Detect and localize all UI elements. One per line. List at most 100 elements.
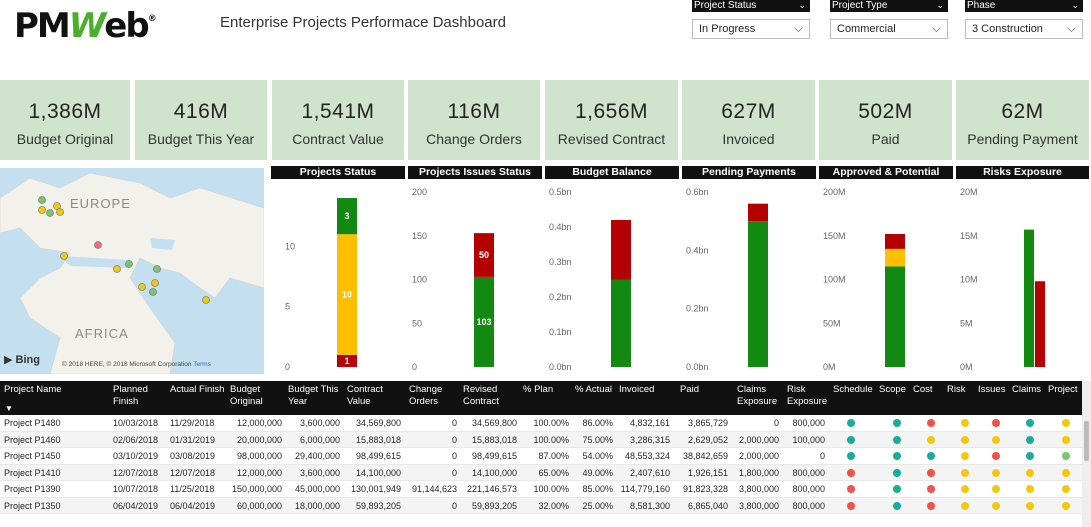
column-header[interactable]: Issues — [978, 384, 1006, 395]
map-marker[interactable] — [202, 296, 210, 304]
bar-segment[interactable] — [474, 233, 494, 277]
map-canvas[interactable]: EUROPE AFRICA — [0, 168, 264, 374]
chart-projects-status[interactable]: Projects Status 0 5 10 1 10 3 — [271, 166, 405, 374]
chart-plot[interactable]: 0 5 10 1 10 3 — [271, 179, 405, 374]
column-header[interactable]: Cost — [913, 384, 933, 395]
column-header[interactable]: Change Orders — [409, 384, 443, 407]
map-marker[interactable] — [53, 202, 61, 210]
kpi-card-budget-this-year[interactable]: 416M Budget This Year — [135, 80, 267, 160]
slicer-menu-icon[interactable]: ⌄ — [936, 0, 944, 10]
map-marker[interactable] — [38, 206, 46, 214]
chart-approved-potential[interactable]: Approved & Potential 0M 50M 100M 150M 200M — [819, 166, 953, 374]
project-type-dropdown[interactable]: Commercial ⌵ — [830, 19, 948, 39]
kpi-card-pending-payment[interactable]: 62M Pending Payment — [956, 80, 1089, 160]
column-header[interactable]: Actual Finish — [170, 384, 225, 395]
map-terms-link[interactable]: Terms — [193, 361, 211, 368]
column-header[interactable]: Scope — [879, 384, 906, 395]
chevron-down-icon[interactable]: ⌵ — [1066, 21, 1076, 35]
slicer-header: Project Status ⌄ — [692, 0, 810, 12]
project-status-dropdown[interactable]: In Progress ⌵ — [692, 19, 810, 39]
table-header: Project Name Planned Finish Actual Finish B… — [0, 381, 1082, 415]
bar-segment[interactable] — [337, 234, 357, 355]
phase-dropdown[interactable]: 3 Construction ⌵ — [965, 19, 1083, 39]
map-marker[interactable] — [149, 288, 157, 296]
column-header[interactable]: Project Name — [4, 384, 62, 395]
map-marker[interactable] — [56, 208, 64, 216]
chart-plot[interactable]: 0M 5M 10M 15M 20M — [956, 179, 1089, 374]
bar[interactable] — [1024, 229, 1034, 367]
bar-segment[interactable] — [611, 279, 631, 368]
sort-descending-icon[interactable]: ▼ — [5, 404, 13, 413]
column-header[interactable]: Budget Original — [230, 384, 263, 407]
bar-segment[interactable] — [611, 220, 631, 280]
table-row[interactable]: Project P1350 06/04/2019 06/04/2019 60,000,… — [0, 497, 1082, 514]
kpi-card-invoiced[interactable]: 627M Invoiced — [682, 80, 815, 160]
table-scrollbar[interactable] — [1082, 381, 1091, 527]
column-header[interactable]: Project — [1048, 384, 1078, 395]
slicer-menu-icon[interactable]: ⌄ — [1071, 0, 1079, 10]
kpi-card-paid[interactable]: 502M Paid — [819, 80, 952, 160]
map-marker[interactable] — [46, 209, 54, 217]
projects-table[interactable]: Project Name Planned Finish Actual Finish B… — [0, 381, 1082, 514]
bar[interactable] — [1035, 281, 1045, 367]
kpi-card-change-orders[interactable]: 116M Change Orders — [408, 80, 540, 160]
status-indicator-dot — [893, 485, 901, 493]
column-header[interactable]: Schedule — [833, 384, 873, 395]
slicer-project-type[interactable]: Project Type ⌄ Commercial ⌵ — [830, 0, 948, 39]
map-marker[interactable] — [38, 196, 46, 204]
column-header[interactable]: % Actual — [575, 384, 612, 395]
bar-segment[interactable] — [885, 234, 905, 249]
column-header[interactable]: Invoiced — [619, 384, 655, 395]
chart-budget-balance[interactable]: Budget Balance 0.0bn 0.1bn 0.2bn 0.3bn 0.4bn… — [545, 166, 679, 374]
kpi-card-budget-original[interactable]: 1,386M Budget Original — [0, 80, 130, 160]
bar-segment[interactable] — [337, 198, 357, 235]
column-header[interactable]: Budget This Year — [288, 384, 339, 407]
chart-plot[interactable]: 0 50 100 150 200 103 50 — [408, 179, 542, 374]
kpi-card-revised-contract[interactable]: 1,656M Revised Contract — [545, 80, 678, 160]
bar-segment[interactable] — [748, 221, 768, 367]
chart-plot[interactable]: 0M 50M 100M 150M 200M — [819, 179, 953, 374]
table-row[interactable]: Project P1480 10/03/2018 11/29/2018 12,000,… — [0, 415, 1082, 432]
column-header[interactable]: Claims — [1012, 384, 1042, 395]
bar-segment[interactable] — [474, 276, 494, 367]
table-row[interactable]: Project P1410 12/07/2018 12/07/2018 12,000,… — [0, 464, 1082, 481]
chevron-down-icon[interactable]: ⌵ — [931, 21, 941, 35]
bar-segment[interactable] — [885, 248, 905, 267]
column-header[interactable]: % Plan — [523, 384, 554, 395]
map-marker[interactable] — [113, 265, 121, 273]
column-header[interactable]: Revised Contract — [463, 384, 499, 407]
table-row[interactable]: Project P1460 02/06/2018 01/31/2019 20,000,… — [0, 431, 1082, 448]
scrollbar-thumb[interactable] — [1084, 421, 1089, 461]
column-header[interactable]: Paid — [680, 384, 700, 395]
map-marker[interactable] — [125, 260, 133, 268]
map-markers[interactable] — [38, 196, 210, 304]
table-row[interactable]: Project P1450 03/10/2019 03/08/2019 98,000,… — [0, 448, 1082, 465]
chart-pending-payments[interactable]: Pending Payments 0.0bn 0.2bn 0.4bn 0.6bn — [682, 166, 816, 374]
table-row[interactable]: Project P1390 10/07/2018 11/25/2018 150,000… — [0, 481, 1082, 498]
column-header[interactable]: Claims Exposure — [737, 384, 778, 407]
slicer-project-status[interactable]: Project Status ⌄ In Progress ⌵ — [692, 0, 810, 39]
column-header[interactable]: Risk Exposure — [787, 384, 828, 407]
column-header[interactable]: Risk — [947, 384, 966, 395]
chart-plot[interactable]: 0.0bn 0.1bn 0.2bn 0.3bn 0.4bn 0.5bn — [545, 179, 679, 374]
y-tick-label: 200M — [823, 187, 846, 197]
slicer-phase[interactable]: Phase ⌄ 3 Construction ⌵ — [965, 0, 1083, 39]
chevron-down-icon[interactable]: ⌵ — [793, 21, 803, 35]
projects-map[interactable]: EUROPE AFRICA ▶ Bing © 2018 HERE, © 2018… — [0, 168, 264, 374]
map-marker[interactable] — [94, 241, 102, 249]
chart-plot[interactable]: 0.0bn 0.2bn 0.4bn 0.6bn — [682, 179, 816, 374]
column-header[interactable]: Planned Finish — [113, 384, 148, 407]
map-marker[interactable] — [138, 283, 146, 291]
bar-segment[interactable] — [337, 354, 357, 367]
chart-projects-issues-status[interactable]: Projects Issues Status 0 50 100 150 200 103 50 — [408, 166, 542, 374]
bar-segment[interactable] — [885, 266, 905, 367]
map-marker[interactable] — [151, 279, 159, 287]
map-marker[interactable] — [153, 265, 161, 273]
bar-segment[interactable] — [748, 203, 768, 222]
chart-risks-exposure[interactable]: Risks Exposure 0M 5M 10M 15M 20M — [956, 166, 1089, 374]
map-marker[interactable] — [60, 252, 68, 260]
kpi-card-contract-value[interactable]: 1,541M Contract Value — [272, 80, 404, 160]
slicer-menu-icon[interactable]: ⌄ — [798, 0, 806, 10]
table-cell: 4,832,161 — [629, 418, 670, 428]
column-header[interactable]: Contract Value — [347, 384, 383, 407]
